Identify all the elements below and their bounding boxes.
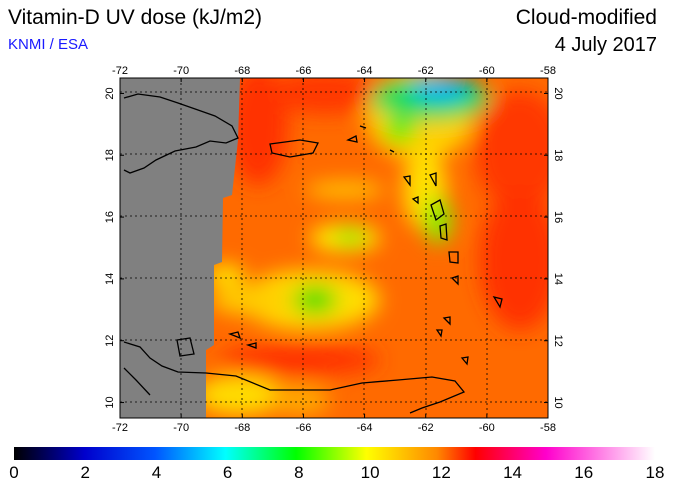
lon-tick-label: -72 — [112, 65, 128, 77]
lon-tick-label: -68 — [234, 65, 250, 77]
lat-tick-label: 16 — [104, 211, 116, 223]
lon-tick-label: -62 — [418, 422, 434, 434]
colorbar-label: 4 — [151, 463, 162, 482]
lon-tick-label: -60 — [479, 65, 495, 77]
map-field — [120, 78, 548, 418]
lon-tick-label: -68 — [234, 422, 250, 434]
credit-label: KNMI / ESA — [8, 36, 89, 53]
grid-lines — [120, 78, 548, 418]
lat-tick-label: 18 — [552, 149, 564, 161]
lat-tick-label: 20 — [552, 87, 564, 99]
mode-label: Cloud-modified — [515, 6, 657, 29]
lon-tick-label: -62 — [418, 65, 434, 77]
colorbar — [14, 447, 655, 460]
no-data-region — [120, 78, 240, 418]
colorbar-label: 2 — [80, 463, 90, 482]
lon-tick-label: -70 — [173, 65, 189, 77]
lat-tick-label: 14 — [552, 273, 564, 285]
lon-tick-label: -58 — [540, 65, 556, 77]
lat-tick-label: 12 — [552, 335, 564, 347]
lat-tick-label: 18 — [104, 149, 116, 161]
colorbar-label: 0 — [9, 463, 19, 482]
lon-tick-label: -66 — [295, 422, 311, 434]
colorbar-label: 14 — [503, 463, 523, 482]
colorbar-label: 10 — [360, 463, 380, 482]
colorbar-label: 8 — [294, 463, 304, 482]
colorbar-label: 6 — [222, 463, 233, 482]
lat-tick-label: 14 — [104, 273, 116, 285]
lat-tick-label: 12 — [104, 335, 116, 347]
lon-tick-label: -64 — [357, 422, 373, 434]
lon-tick-label: -70 — [173, 422, 189, 434]
lat-tick-label: 10 — [104, 396, 116, 408]
map-title: Vitamin-D UV dose (kJ/m2) — [8, 6, 263, 29]
colorbar-label: 12 — [431, 463, 451, 482]
colorbar-label: 18 — [645, 463, 665, 482]
lon-tick-label: -66 — [295, 65, 311, 77]
colorbar-label: 16 — [574, 463, 594, 482]
lat-tick-label: 20 — [104, 87, 116, 99]
coastlines — [123, 93, 503, 414]
lat-tick-label: 10 — [552, 396, 564, 408]
map-frame — [119, 77, 549, 419]
lat-tick-label: 16 — [552, 211, 564, 223]
lon-tick-label: -58 — [540, 422, 556, 434]
date-label: 4 July 2017 — [554, 34, 657, 56]
lon-tick-label: -64 — [357, 65, 373, 77]
lon-tick-label: -72 — [112, 422, 128, 434]
lon-tick-label: -60 — [479, 422, 495, 434]
uv-field-patches — [195, 78, 548, 415]
axis-ticks: -72 -72 -70 -70 -68 -68 -66 -66 -64 -64 -62 -62 -60 -… — [104, 65, 564, 434]
